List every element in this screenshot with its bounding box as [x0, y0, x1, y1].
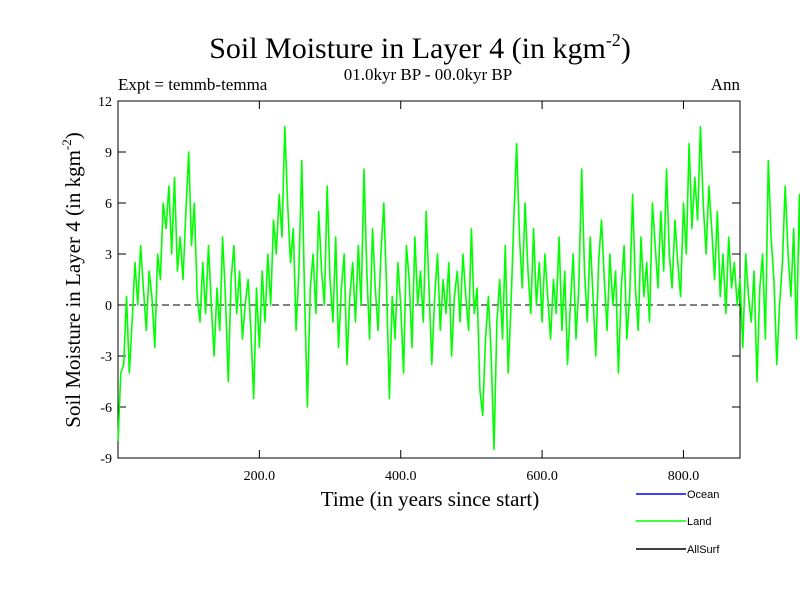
y-axis-label-close: ) — [61, 132, 85, 139]
y-tick-label: -6 — [100, 401, 112, 416]
x-axis: 200.0 400.0 600.0 800.0 — [244, 101, 700, 484]
y-tick-label: 9 — [105, 146, 112, 161]
x-axis-label: Time (in years since start) — [321, 487, 540, 511]
series-line-land — [117, 125, 800, 451]
x-tick-label: 200.0 — [244, 469, 276, 484]
y-tick-label: -3 — [100, 350, 112, 365]
x-tick-label: 600.0 — [526, 469, 558, 484]
legend-label-ocean: Ocean — [687, 489, 719, 501]
y-axis-label: Soil Moisture in Layer 4 (in kgm-2) — [59, 132, 85, 427]
x-tick-label: 400.0 — [385, 469, 417, 484]
chart-title-close: ) — [621, 32, 631, 65]
chart-title-superscript: -2 — [606, 30, 621, 50]
y-tick-label: 3 — [105, 248, 112, 263]
y-tick-label: 6 — [105, 197, 112, 212]
legend-label-allsurf: AllSurf — [687, 544, 720, 556]
expt-label: Expt = temmb-temma — [118, 75, 268, 94]
legend-item-allsurf: AllSurf — [636, 544, 720, 556]
y-tick-label: 12 — [98, 95, 112, 110]
chart-title: Soil Moisture in Layer 4 (in kgm-2) — [209, 30, 631, 65]
chart-subtitle: 01.0kyr BP - 00.0kyr BP — [344, 65, 512, 84]
x-tick-label: 800.0 — [668, 469, 700, 484]
legend-label-land: Land — [687, 516, 711, 528]
season-label: Ann — [711, 75, 741, 94]
y-tick-label: 0 — [105, 299, 112, 314]
y-axis: -9 -6 -3 0 3 6 9 12 — [98, 95, 740, 467]
legend-item-ocean: Ocean — [636, 489, 719, 501]
legend-item-land: Land — [636, 516, 711, 528]
legend: Ocean Land AllSurf — [636, 489, 720, 556]
y-axis-label-superscript: -2 — [59, 139, 74, 150]
y-tick-label: -9 — [100, 452, 112, 467]
